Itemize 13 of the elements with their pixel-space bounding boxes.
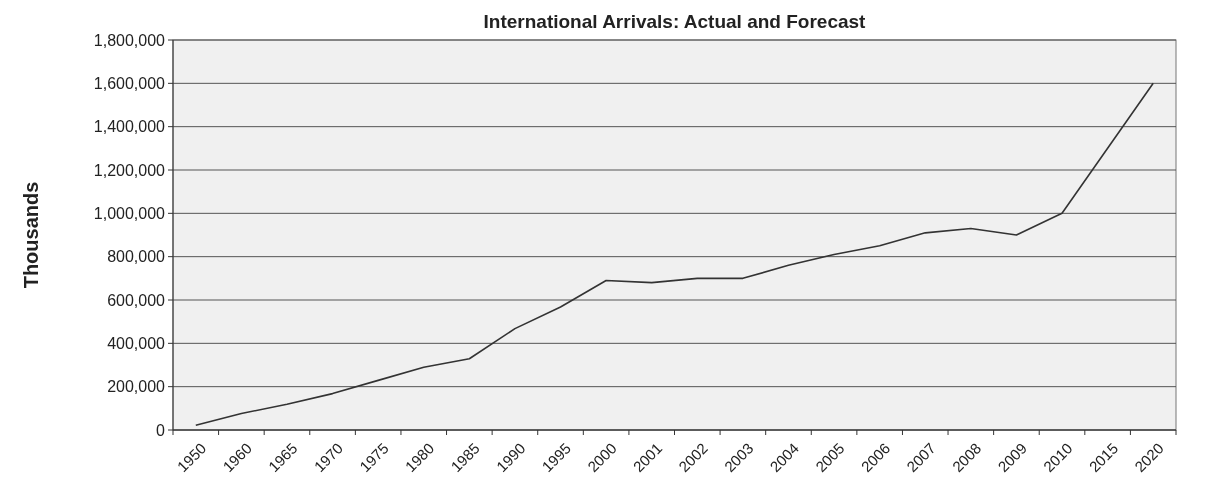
chart-title: International Arrivals: Actual and Forecast bbox=[483, 11, 867, 32]
y-tick-label: 800,000 bbox=[107, 248, 166, 266]
line-series bbox=[195, 82, 1155, 427]
y-tick-label: 0 bbox=[156, 421, 166, 439]
y-tick-label: 1,000,000 bbox=[93, 204, 166, 222]
y-tick-label: 1,600,000 bbox=[93, 74, 166, 92]
y-tick-label: 400,000 bbox=[107, 334, 166, 352]
y-axis-title: Thousands bbox=[20, 181, 42, 289]
y-tick-label: 200,000 bbox=[107, 378, 166, 396]
y-tick-label: 600,000 bbox=[107, 291, 166, 309]
y-tick-label: 1,200,000 bbox=[93, 161, 166, 179]
y-tick-label: 1,400,000 bbox=[93, 118, 166, 136]
y-tick-label: 1,800,000 bbox=[93, 31, 166, 49]
